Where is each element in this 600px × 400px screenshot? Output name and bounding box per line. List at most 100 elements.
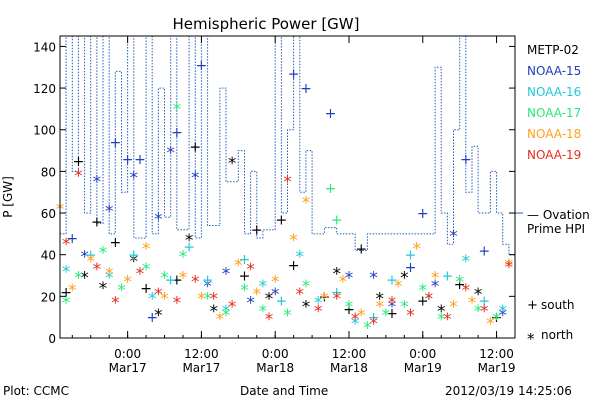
data-point-noaa-19-21: * — [443, 310, 452, 330]
data-point-noaa-18-8: * — [197, 289, 206, 309]
data-point-noaa-16-17: + — [386, 273, 398, 289]
data-point-noaa-18-14: * — [302, 194, 311, 214]
data-point-noaa-17-16: * — [345, 298, 354, 318]
plot-frame — [59, 35, 516, 339]
data-point-noaa-19-0: * — [62, 235, 71, 255]
marker-legend-symbol-north: * — [527, 330, 535, 348]
data-point-noaa-17-1: * — [74, 269, 83, 289]
data-point-noaa-19-17: * — [369, 314, 378, 334]
data-point-noaa-15-28: + — [460, 152, 472, 168]
data-point-noaa-15-0: + — [66, 231, 78, 247]
legend-entry-noaa-19: NOAA-19 — [527, 148, 581, 162]
x-tick-label-time-4: 0:00 — [409, 347, 436, 361]
data-point-noaa-15-10: * — [166, 144, 175, 164]
data-point-noaa-18-1: * — [68, 281, 77, 301]
data-point-noaa-17-20: * — [419, 281, 428, 301]
data-point-noaa-19-1: * — [74, 166, 83, 186]
marker-legend-symbol-south: + — [527, 298, 538, 313]
data-point-noaa-15-21: * — [345, 269, 354, 289]
data-point-noaa-19-7: * — [191, 273, 200, 293]
data-point-metp-02-1: + — [73, 154, 85, 170]
data-point-noaa-19-6: * — [173, 294, 182, 314]
legend-entry-metp-02: METP-02 — [527, 43, 579, 57]
data-point-noaa-19-23: * — [480, 302, 489, 322]
y-tick-label-5: 100 — [33, 124, 56, 138]
data-point-noaa-16-8: * — [222, 302, 231, 322]
data-point-noaa-17-5: * — [160, 269, 169, 289]
data-point-noaa-15-11: + — [171, 125, 183, 141]
y-tick-label-3: 60 — [41, 207, 56, 221]
data-point-metp-02-25: + — [386, 306, 398, 322]
data-point-noaa-16-15: * — [351, 314, 360, 334]
data-point-noaa-19-14: * — [314, 302, 323, 322]
data-point-noaa-15-7: + — [134, 152, 146, 168]
data-point-metp-02-31: + — [491, 310, 503, 326]
data-point-noaa-18-3: * — [105, 264, 114, 284]
data-point-noaa-17-9: * — [222, 306, 231, 326]
y-axis-label: P [GW] — [1, 176, 15, 218]
data-point-noaa-19-5: * — [154, 285, 163, 305]
data-point-metp-02-23: + — [355, 241, 367, 257]
x-tick-label-time-5: 12:00 — [479, 347, 514, 361]
data-point-noaa-15-20: + — [325, 106, 337, 122]
data-point-metp-02-17: + — [275, 212, 287, 228]
chart-title: Hemispheric Power [GW] — [173, 15, 360, 33]
data-point-noaa-17-7: * — [179, 248, 188, 268]
data-point-noaa-16-7: + — [202, 273, 214, 289]
marker-legend-label-south: south — [541, 298, 575, 312]
x-tick-label-date-3: Mar18 — [330, 361, 368, 375]
x-tick-label-date-0: Mar17 — [109, 361, 147, 375]
data-point-metp-02-5: + — [109, 235, 121, 251]
data-point-noaa-18-9: * — [216, 310, 225, 330]
legend-entry-noaa-18: NOAA-18 — [527, 127, 581, 141]
data-point-noaa-16-11: + — [275, 294, 287, 310]
data-point-noaa-16-16: + — [368, 310, 380, 326]
data-point-noaa-16-2: * — [105, 269, 114, 289]
data-point-noaa-17-2: * — [99, 244, 108, 264]
data-point-noaa-16-13: * — [314, 294, 323, 314]
data-point-noaa-17-18: * — [382, 306, 391, 326]
data-point-metp-02-19: * — [302, 298, 311, 318]
data-point-noaa-19-8: * — [209, 289, 218, 309]
data-point-noaa-19-22: * — [462, 281, 471, 301]
data-point-metp-02-22: + — [343, 302, 355, 318]
data-point-noaa-15-29: + — [478, 244, 490, 260]
data-point-metp-02-8: * — [154, 306, 163, 326]
x-tick-label-date-2: Mar18 — [256, 361, 294, 375]
data-point-noaa-19-2: * — [93, 260, 102, 280]
data-point-noaa-15-25: + — [417, 206, 429, 222]
data-point-noaa-15-19: + — [300, 81, 312, 97]
data-point-metp-02-12: * — [209, 302, 218, 322]
data-point-noaa-17-6: * — [173, 100, 182, 120]
data-point-noaa-15-16: * — [246, 294, 255, 314]
data-point-noaa-17-10: * — [240, 281, 249, 301]
footer-x-axis-label: Date and Time — [240, 384, 329, 398]
data-point-metp-02-16: * — [265, 289, 274, 309]
data-point-noaa-18-19: * — [394, 277, 403, 297]
data-point-metp-02-14: + — [239, 269, 251, 285]
data-point-metp-02-15: + — [251, 223, 263, 239]
data-point-noaa-15-30: * — [498, 306, 507, 326]
data-point-metp-02-11: + — [189, 139, 201, 155]
y-tick-label-6: 120 — [33, 82, 56, 96]
data-point-noaa-18-17: * — [357, 306, 366, 326]
data-point-metp-02-29: + — [454, 277, 466, 293]
data-point-noaa-15-24: + — [405, 260, 417, 276]
data-point-noaa-16-5: + — [165, 273, 177, 289]
data-point-metp-02-10: * — [185, 231, 194, 251]
data-point-noaa-15-27: * — [449, 227, 458, 247]
data-point-noaa-17-14: + — [325, 181, 337, 197]
data-point-noaa-18-22: * — [449, 298, 458, 318]
data-point-metp-02-0: + — [60, 285, 72, 301]
data-point-noaa-19-11: * — [265, 310, 274, 330]
data-point-noaa-17-21: * — [437, 310, 446, 330]
legend-entry-noaa-17: NOAA-17 — [527, 106, 581, 120]
data-point-noaa-19-3: * — [111, 294, 120, 314]
data-point-noaa-18-5: * — [142, 239, 151, 259]
x-tick-label-time-1: 12:00 — [184, 347, 219, 361]
data-point-noaa-15-9: * — [154, 210, 163, 230]
data-point-noaa-18-2: * — [86, 252, 95, 272]
data-point-metp-02-13: * — [228, 154, 237, 174]
y-tick-label-4: 80 — [41, 165, 56, 179]
data-point-noaa-18-6: * — [160, 289, 169, 309]
